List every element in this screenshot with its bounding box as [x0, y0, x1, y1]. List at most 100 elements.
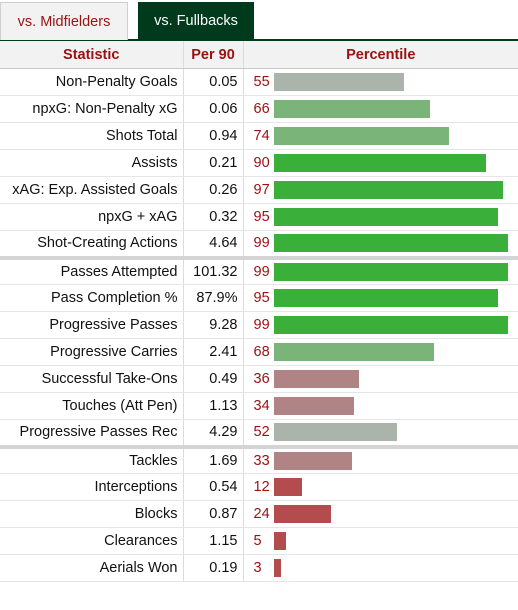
percentile-bar-track [273, 423, 510, 442]
percentile-bar [273, 478, 302, 496]
header-per90[interactable]: Per 90 [183, 41, 244, 69]
table-row: npxG + xAG 0.32 95 [0, 203, 518, 231]
percentile-value: 3 [253, 560, 262, 576]
tab-vs-midfielders[interactable]: vs. Midfielders [0, 2, 128, 40]
table-row: npxG: Non-Penalty xG 0.06 66 [0, 95, 518, 123]
stat-name: Shot-Creating Actions [0, 230, 184, 258]
per90-value: 1.13 [183, 392, 244, 420]
percentile-value: 97 [253, 182, 270, 198]
table-row: Interceptions 0.54 12 [0, 473, 518, 501]
scouting-report-table: Statistic Per 90 Percentile Non-Penalty … [0, 41, 518, 582]
stat-name: npxG: Non-Penalty xG [0, 95, 184, 123]
table-row: Passes Attempted 101.32 99 [0, 255, 518, 285]
percentile-value: 55 [253, 74, 270, 90]
percentile-bar [273, 181, 503, 199]
percentile-value: 95 [253, 290, 270, 306]
percentile-bar-track [273, 234, 510, 253]
percentile-cell: 90 [243, 149, 518, 177]
per90-value: 1.69 [183, 444, 244, 474]
per90-value: 87.9% [183, 284, 244, 312]
percentile-value: 34 [253, 398, 270, 414]
percentile-bar-track [273, 505, 510, 523]
percentile-bar-track [273, 370, 510, 388]
per90-value: 0.19 [183, 554, 244, 582]
table-row: Shots Total 0.94 74 [0, 122, 518, 150]
table-row: Clearances 1.15 5 [0, 527, 518, 555]
table-row: Aerials Won 0.19 3 [0, 554, 518, 582]
percentile-bar [273, 451, 352, 470]
table-row: Progressive Passes Rec 4.29 52 [0, 419, 518, 447]
per90-value: 4.29 [183, 419, 244, 447]
percentile-bar-track [273, 100, 510, 118]
per90-value: 0.26 [183, 176, 244, 204]
tab-vs-fullbacks[interactable]: vs. Fullbacks [138, 2, 254, 40]
percentile-cell: 95 [243, 284, 518, 312]
stat-name: Shots Total [0, 122, 184, 150]
percentile-cell: 99 [243, 311, 518, 339]
table-row: Tackles 1.69 33 [0, 444, 518, 474]
table-row: Successful Take-Ons 0.49 36 [0, 365, 518, 393]
percentile-bar [273, 154, 486, 172]
percentile-value: 99 [253, 263, 270, 280]
percentile-bar-track [273, 397, 510, 415]
percentile-bar [273, 343, 434, 361]
per90-value: 0.94 [183, 122, 244, 150]
percentile-bar-track [273, 451, 510, 470]
percentile-cell: 3 [243, 554, 518, 582]
stat-name: npxG + xAG [0, 203, 184, 231]
percentile-bar [273, 397, 354, 415]
percentile-cell: 36 [243, 365, 518, 393]
stat-name: Aerials Won [0, 554, 184, 582]
percentile-bar-track [273, 343, 510, 361]
percentile-bar [273, 316, 508, 334]
per90-value: 0.32 [183, 203, 244, 231]
percentile-value: 99 [253, 235, 270, 252]
per90-value: 0.06 [183, 95, 244, 123]
percentile-bar-track [273, 478, 510, 496]
table-row: Pass Completion % 87.9% 95 [0, 284, 518, 312]
percentile-bar [273, 127, 449, 145]
percentile-bar [273, 289, 498, 307]
table-row: Assists 0.21 90 [0, 149, 518, 177]
percentile-cell: 12 [243, 473, 518, 501]
percentile-cell: 24 [243, 500, 518, 528]
stat-name: Touches (Att Pen) [0, 392, 184, 420]
table-row: Touches (Att Pen) 1.13 34 [0, 392, 518, 420]
percentile-value: 99 [253, 317, 270, 333]
percentile-bar [273, 559, 281, 577]
per90-value: 101.32 [183, 255, 244, 285]
percentile-bar-track [273, 181, 510, 199]
table-row: Non-Penalty Goals 0.05 55 [0, 68, 518, 96]
percentile-value: 74 [253, 128, 270, 144]
percentile-bar [273, 100, 430, 118]
stat-name: Progressive Carries [0, 338, 184, 366]
percentile-cell: 99 [243, 230, 518, 258]
per90-value: 0.21 [183, 149, 244, 177]
stat-name: Non-Penalty Goals [0, 68, 184, 96]
percentile-value: 90 [253, 155, 270, 171]
percentile-value: 95 [253, 209, 270, 225]
percentile-cell: 52 [243, 419, 518, 447]
percentile-cell: 5 [243, 527, 518, 555]
header-statistic[interactable]: Statistic [0, 41, 184, 69]
percentile-bar [273, 262, 508, 281]
table-row: Blocks 0.87 24 [0, 500, 518, 528]
table-row: Progressive Passes 9.28 99 [0, 311, 518, 339]
per90-value: 0.87 [183, 500, 244, 528]
percentile-bar-track [273, 262, 510, 281]
table-row: xAG: Exp. Assisted Goals 0.26 97 [0, 176, 518, 204]
percentile-cell: 55 [243, 68, 518, 96]
percentile-bar [273, 532, 286, 550]
comparison-tabs: vs. Midfielders vs. Fullbacks [0, 0, 518, 41]
header-percentile[interactable]: Percentile [243, 41, 518, 69]
percentile-cell: 97 [243, 176, 518, 204]
percentile-cell: 95 [243, 203, 518, 231]
percentile-bar-track [273, 289, 510, 307]
percentile-bar-track [273, 559, 510, 577]
table-body: Non-Penalty Goals 0.05 55 npxG: Non-Penalty… [0, 68, 518, 582]
percentile-bar-track [273, 316, 510, 334]
percentile-cell: 33 [243, 444, 518, 474]
percentile-cell: 66 [243, 95, 518, 123]
percentile-cell: 99 [243, 255, 518, 285]
table-header-row: Statistic Per 90 Percentile [0, 41, 518, 69]
